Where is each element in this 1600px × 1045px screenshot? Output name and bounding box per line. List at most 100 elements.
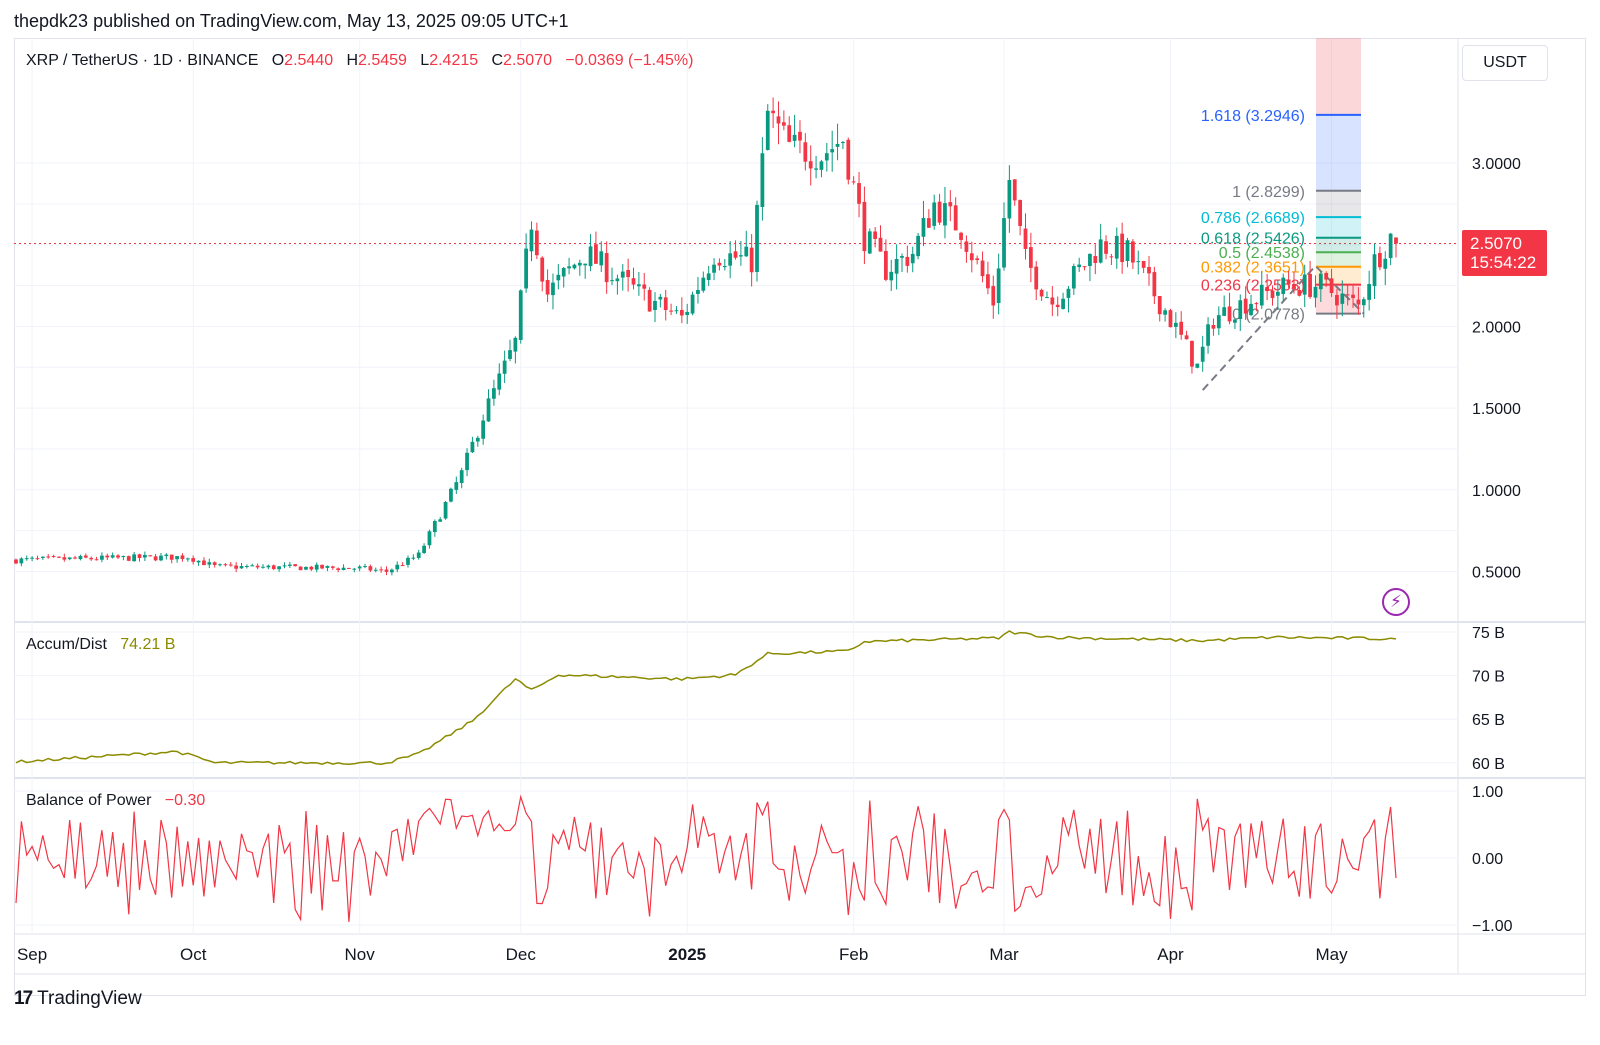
candle-body	[669, 310, 673, 312]
candle	[67, 557, 72, 561]
candle-body	[717, 262, 722, 266]
candle	[368, 564, 373, 573]
candle-body	[551, 282, 555, 296]
candle	[771, 97, 775, 129]
candle	[1222, 295, 1227, 317]
candle-body	[1216, 315, 1221, 329]
candle-body	[438, 519, 443, 522]
candle	[1157, 295, 1162, 322]
candle-body	[599, 251, 604, 266]
candle	[884, 239, 888, 282]
candle-body	[626, 270, 631, 278]
candle-body	[470, 441, 475, 453]
candle	[969, 241, 974, 273]
candle	[588, 234, 593, 272]
candle	[427, 529, 432, 549]
candle-body	[234, 565, 239, 569]
symbol-name[interactable]: XRP / TetherUS · 1D · BINANCE	[26, 52, 259, 69]
candle	[862, 186, 867, 265]
candle	[706, 265, 711, 286]
candle	[1227, 292, 1232, 325]
candle	[1243, 286, 1248, 320]
balance-of-power-series	[15, 794, 1397, 922]
candle	[846, 137, 851, 185]
candle	[110, 552, 115, 559]
candle-body	[110, 555, 115, 558]
bop-name[interactable]: Balance of Power	[26, 792, 152, 809]
candle	[1136, 250, 1141, 275]
candle	[1125, 237, 1130, 268]
candle	[14, 558, 18, 565]
candle	[1216, 306, 1221, 336]
candle	[642, 272, 647, 301]
candle	[1088, 253, 1092, 282]
candle	[631, 267, 636, 290]
candle-body	[884, 250, 888, 280]
candle-body	[212, 562, 217, 565]
open-value: 2.5440	[284, 52, 334, 69]
candle-body	[1297, 289, 1302, 296]
candle	[819, 159, 824, 178]
candle	[1351, 285, 1355, 308]
candle-body	[540, 257, 545, 282]
candle	[953, 197, 958, 231]
candle	[620, 264, 625, 291]
candle	[1233, 319, 1237, 329]
candle	[1372, 243, 1377, 299]
candle	[432, 519, 437, 537]
candle	[406, 555, 410, 568]
candle-body	[379, 569, 384, 571]
candle	[948, 190, 953, 222]
candle-body	[1082, 266, 1087, 268]
candle	[1168, 308, 1173, 328]
candle-body	[647, 289, 652, 312]
candle-body	[1173, 322, 1178, 327]
candle-body	[916, 235, 920, 257]
candle	[196, 560, 201, 566]
candle-body	[30, 557, 34, 559]
bop-legend: Balance of Power −0.30	[26, 792, 205, 810]
candle	[916, 232, 920, 260]
candle-body	[561, 267, 566, 277]
fib-zone	[1316, 266, 1361, 285]
candle-body	[1028, 247, 1033, 268]
close-label: C	[491, 52, 504, 69]
candle-body	[1243, 298, 1248, 314]
candle-body	[674, 310, 679, 312]
candle-body	[1345, 294, 1350, 296]
candle	[760, 137, 765, 221]
candle-body	[105, 555, 110, 558]
bop-tick-label: 1.00	[1472, 784, 1503, 801]
symbol-legend: XRP / TetherUS · 1D · BINANCE O2.5440 H2…	[26, 52, 693, 70]
candle	[1141, 260, 1146, 274]
candle-body	[653, 300, 657, 311]
currency-button[interactable]: USDT	[1462, 45, 1548, 81]
candle-body	[411, 557, 416, 559]
candle-body	[432, 521, 437, 533]
candle-body	[1034, 266, 1039, 290]
candle-body	[1136, 261, 1141, 263]
candle-body	[78, 556, 83, 560]
candle-body	[1002, 218, 1006, 268]
candle-body	[1351, 294, 1355, 299]
time-tick-label: Mar	[989, 945, 1019, 964]
candle	[1120, 222, 1125, 274]
candle-body	[1152, 272, 1157, 297]
candle	[78, 554, 83, 561]
lightning-bolt-icon[interactable]: ⚡	[1382, 588, 1410, 616]
candle	[921, 200, 926, 247]
candle-body	[588, 246, 593, 267]
candle-body	[749, 247, 754, 273]
candle	[1249, 294, 1253, 317]
candle	[1163, 308, 1167, 322]
candle-body	[239, 566, 244, 569]
candle-body	[1286, 279, 1291, 285]
fib-level-label: 0.618 (2.5426)	[1201, 231, 1305, 248]
candle	[975, 255, 980, 265]
candle-body	[1335, 294, 1339, 306]
tradingview-brand[interactable]: 17 TradingView	[14, 988, 142, 1010]
candle-body	[1324, 273, 1329, 280]
price-tick-label: 3.0000	[1472, 156, 1521, 173]
ad-name[interactable]: Accum/Dist	[26, 636, 107, 653]
